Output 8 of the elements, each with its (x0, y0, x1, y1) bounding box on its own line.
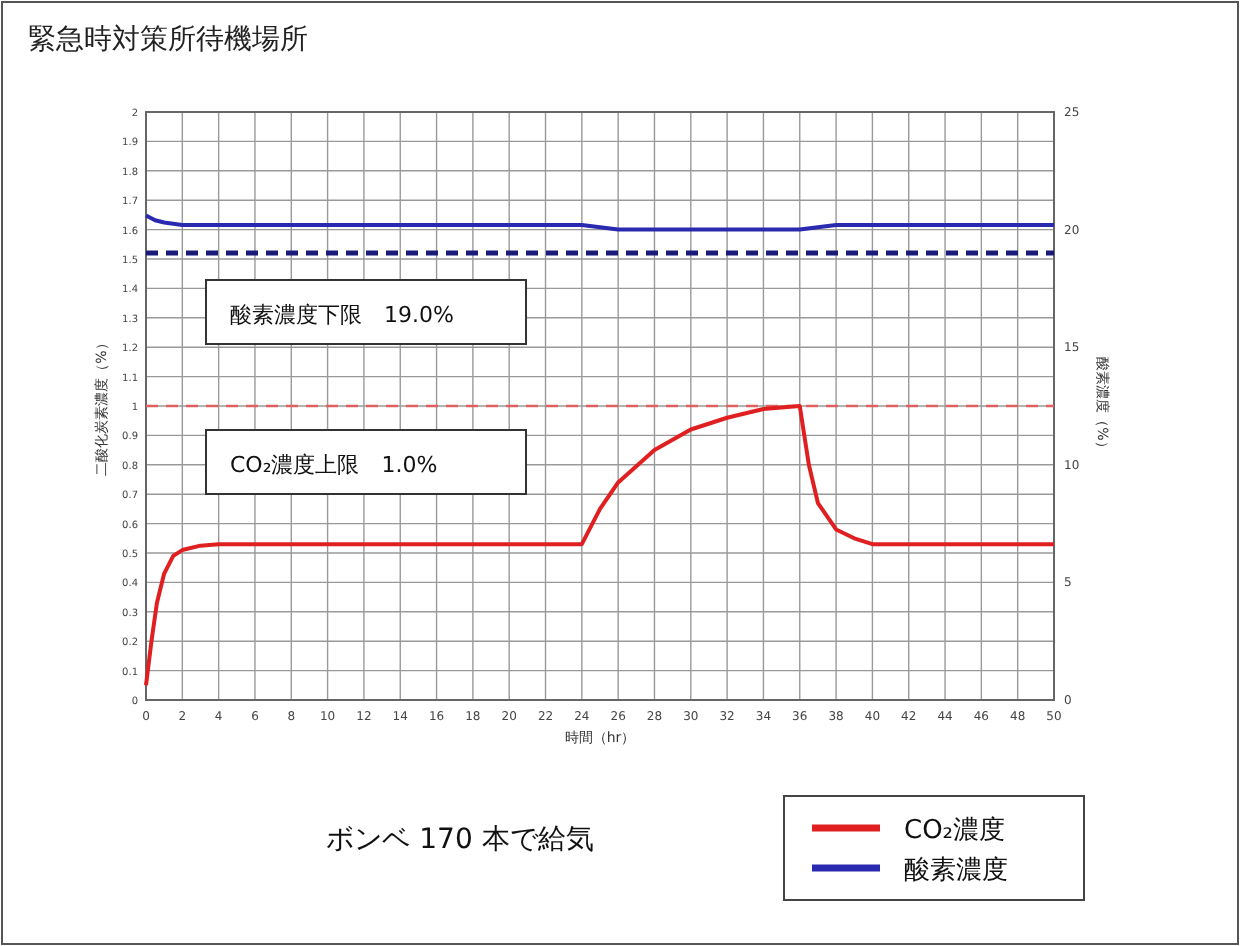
legend-label: CO₂濃度 (904, 814, 1006, 846)
text: ボンベ 170 本で給気 (326, 824, 594, 856)
chart-title: 緊急時対策所待機場所 (28, 24, 308, 56)
ref-line-label: CO₂濃度上限 1.0% (230, 452, 438, 478)
line-series (144, 404, 1056, 688)
line-series (144, 213, 1056, 232)
ref-line-label: 酸素濃度下限 19.0% (230, 302, 454, 328)
legend-label: 酸素濃度 (904, 854, 1008, 886)
